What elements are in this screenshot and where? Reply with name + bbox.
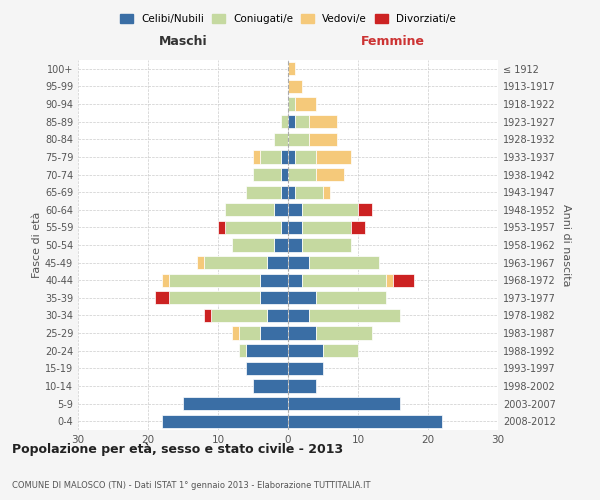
Bar	[358, 203, 372, 216]
Bar	[155, 291, 169, 304]
Bar	[169, 291, 260, 304]
Bar	[323, 344, 358, 358]
Bar	[281, 168, 288, 181]
Bar	[246, 344, 288, 358]
Bar	[302, 274, 386, 287]
Bar	[232, 238, 274, 252]
Bar	[316, 291, 386, 304]
Bar	[295, 115, 309, 128]
Bar	[204, 256, 267, 269]
Bar	[288, 168, 316, 181]
Bar	[302, 221, 351, 234]
Bar	[253, 168, 281, 181]
Bar	[260, 326, 288, 340]
Bar	[288, 221, 302, 234]
Bar	[288, 291, 316, 304]
Bar	[288, 238, 302, 252]
Bar	[288, 414, 442, 428]
Text: Femmine: Femmine	[361, 34, 425, 48]
Bar	[316, 326, 372, 340]
Bar	[274, 203, 288, 216]
Bar	[162, 414, 288, 428]
Bar	[393, 274, 414, 287]
Bar	[302, 238, 351, 252]
Bar	[246, 186, 281, 198]
Bar	[288, 186, 295, 198]
Bar	[323, 186, 330, 198]
Bar	[253, 150, 260, 164]
Bar	[225, 203, 274, 216]
Bar	[302, 203, 358, 216]
Bar	[288, 344, 323, 358]
Bar	[316, 168, 344, 181]
Bar	[281, 221, 288, 234]
Bar	[309, 132, 337, 146]
Bar	[281, 150, 288, 164]
Bar	[260, 150, 281, 164]
Text: Maschi: Maschi	[158, 34, 208, 48]
Bar	[288, 397, 400, 410]
Bar	[197, 256, 204, 269]
Bar	[162, 274, 169, 287]
Bar	[295, 186, 323, 198]
Bar	[267, 256, 288, 269]
Bar	[239, 344, 246, 358]
Bar	[204, 309, 211, 322]
Bar	[288, 309, 309, 322]
Bar	[288, 98, 295, 110]
Bar	[288, 80, 302, 93]
Bar	[288, 62, 295, 76]
Bar	[288, 203, 302, 216]
Bar	[316, 150, 351, 164]
Bar	[295, 98, 316, 110]
Bar	[288, 115, 295, 128]
Bar	[211, 309, 267, 322]
Bar	[169, 274, 260, 287]
Bar	[309, 309, 400, 322]
Bar	[225, 221, 281, 234]
Bar	[239, 326, 260, 340]
Bar	[309, 256, 379, 269]
Bar	[232, 326, 239, 340]
Bar	[288, 150, 295, 164]
Y-axis label: Anni di nascita: Anni di nascita	[561, 204, 571, 286]
Bar	[288, 132, 309, 146]
Y-axis label: Fasce di età: Fasce di età	[32, 212, 42, 278]
Bar	[288, 256, 309, 269]
Bar	[288, 380, 316, 392]
Bar	[295, 150, 316, 164]
Bar	[281, 186, 288, 198]
Bar	[281, 115, 288, 128]
Bar	[386, 274, 393, 287]
Bar	[288, 326, 316, 340]
Bar	[288, 362, 323, 375]
Bar	[253, 380, 288, 392]
Bar	[288, 274, 302, 287]
Bar	[274, 238, 288, 252]
Bar	[351, 221, 365, 234]
Bar	[267, 309, 288, 322]
Bar	[309, 115, 337, 128]
Legend: Celibi/Nubili, Coniugati/e, Vedovi/e, Divorziati/e: Celibi/Nubili, Coniugati/e, Vedovi/e, Di…	[116, 10, 460, 29]
Text: Popolazione per età, sesso e stato civile - 2013: Popolazione per età, sesso e stato civil…	[12, 442, 343, 456]
Bar	[260, 274, 288, 287]
Bar	[246, 362, 288, 375]
Bar	[183, 397, 288, 410]
Bar	[218, 221, 225, 234]
Text: COMUNE DI MALOSCO (TN) - Dati ISTAT 1° gennaio 2013 - Elaborazione TUTTITALIA.IT: COMUNE DI MALOSCO (TN) - Dati ISTAT 1° g…	[12, 480, 371, 490]
Bar	[260, 291, 288, 304]
Bar	[274, 132, 288, 146]
